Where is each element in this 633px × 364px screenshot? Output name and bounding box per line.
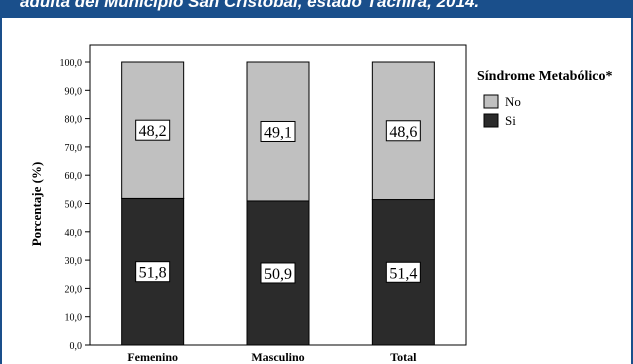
y-tick-label: 10,0: [65, 313, 83, 324]
y-tick-label: 50,0: [65, 200, 83, 211]
y-tick-label: 40,0: [65, 228, 83, 239]
figure-title: adulta del Municipio San Cristóbal, esta…: [20, 0, 480, 11]
y-axis-label: Porcentaje (%): [29, 162, 44, 247]
x-axis: Femenino Masculino Total: [127, 350, 417, 364]
data-label-box: [260, 262, 296, 284]
data-label-box: [385, 120, 421, 142]
legend: Síndrome Metabólico* No Si: [477, 69, 612, 128]
x-tick-label: Masculino: [251, 350, 304, 364]
legend-label-si: Si: [505, 113, 516, 128]
data-label: 49,1: [264, 124, 292, 141]
x-tick-label: Total: [390, 350, 417, 364]
y-tick-label: 0,0: [70, 341, 83, 352]
y-tick-label: 80,0: [65, 115, 83, 126]
data-label-box: [385, 261, 421, 283]
legend-title: Síndrome Metabólico*: [477, 69, 612, 84]
data-label-box: [260, 120, 296, 142]
data-label-box: [135, 261, 171, 283]
data-label: 50,9: [264, 266, 292, 283]
data-label-box: [135, 119, 171, 141]
y-tick-label: 90,0: [65, 86, 83, 97]
data-label: 51,8: [139, 265, 167, 282]
y-tick-label: 30,0: [65, 256, 83, 267]
y-tick-label: 60,0: [65, 171, 83, 182]
y-axis: 0,0 10,0 20,0 30,0 40,0 50,0 60,0 70,0 80,0 90,0 1…: [60, 58, 90, 352]
data-label: 48,6: [389, 124, 417, 141]
data-label: 48,2: [139, 123, 167, 140]
y-tick-label: 100,0: [60, 58, 83, 69]
bars: 51,8 48,2 50,9 49,1 51,4 48,6: [121, 61, 435, 346]
x-tick-label: Femenino: [127, 350, 178, 364]
y-tick-label: 20,0: [65, 284, 83, 295]
legend-swatch-si: [483, 113, 499, 128]
y-tick-label: 70,0: [65, 143, 83, 154]
figure-header: adulta del Municipio San Cristóbal, esta…: [2, 0, 633, 18]
legend-swatch-no: [483, 94, 499, 109]
data-label: 51,4: [389, 265, 417, 282]
legend-label-no: No: [505, 94, 521, 109]
